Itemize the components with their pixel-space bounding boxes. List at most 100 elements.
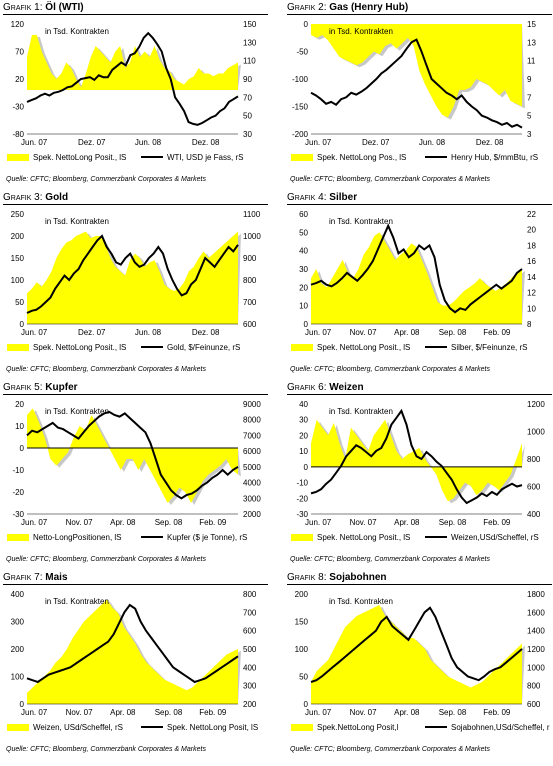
chart-panel: Grafik 8: Sojabohnen 200 150 100 50 0 1800 1600…	[287, 570, 553, 756]
x-tick-label: Sep. 08	[439, 328, 467, 337]
right-tick-label: 50	[243, 112, 252, 121]
right-tick-label: 18	[527, 241, 536, 250]
right-tick-label: 700	[243, 298, 257, 307]
chart-panel: Grafik 7: Mais 400 300 200 100 0 800 700 600 500 4…	[3, 570, 273, 756]
right-tick-label: 9000	[243, 400, 261, 409]
left-tick-label: -10	[12, 466, 24, 475]
legend-label: Kupfer ($ je Tonne), rS	[167, 533, 247, 542]
chart-title-name: Silber	[326, 192, 358, 203]
left-tick-label: 0	[304, 20, 309, 29]
line-series	[26, 234, 239, 314]
line-series	[310, 223, 523, 314]
right-tick-label: 1200	[527, 645, 545, 654]
right-tick-label: 5	[527, 112, 532, 121]
legend-label: Silber, $/Feinunze, rS	[451, 343, 527, 352]
left-tick-label: 50	[299, 228, 308, 237]
right-tick-label: 1200	[527, 400, 545, 409]
chart-annotation: in Tsd. Kontrakten	[329, 27, 393, 36]
x-tick-label: Sep. 08	[155, 708, 183, 717]
chart-title-name: Weizen	[326, 382, 364, 393]
chart-title-prefix: Grafik 4:	[287, 192, 327, 203]
left-tick-label: -100	[292, 75, 309, 84]
left-tick-label: -20	[296, 494, 308, 503]
chart-annotation: in Tsd. Kontrakten	[45, 217, 109, 226]
area-series	[27, 599, 238, 704]
chart-panel: Grafik 2: Gas (Henry Hub) 0 -50 -100 -150 -20…	[287, 0, 553, 186]
x-tick-label: Jun. 07	[305, 518, 332, 527]
legend-area-swatch	[291, 344, 313, 351]
right-tick-label: 300	[243, 682, 257, 691]
right-tick-label: 1000	[243, 232, 261, 241]
chart-title: Grafik 1: Öl (WTI)	[3, 2, 84, 13]
x-tick-label: Jun. 07	[21, 518, 48, 527]
legend-label: Spek. NettoLong Posit, lS	[167, 723, 258, 732]
left-tick-label: 0	[20, 444, 25, 453]
right-tick-label: 400	[243, 663, 257, 672]
source-note: Quelle: CFTC; Bloomberg, Commerzbank Cor…	[6, 746, 206, 753]
right-tick-label: 600	[527, 700, 541, 709]
right-tick-label: 1000	[527, 428, 545, 437]
right-tick-label: 900	[243, 254, 257, 263]
left-tick-label: 60	[299, 210, 308, 219]
chart-annotation: in Tsd. Kontrakten	[45, 27, 109, 36]
right-tick-label: 1000	[527, 663, 545, 672]
chart-title-prefix: Grafik 1:	[3, 2, 43, 13]
x-tick-label: Jun. 08	[419, 138, 446, 147]
x-tick-label: Jun. 07	[21, 138, 48, 147]
left-tick-label: 20	[299, 431, 308, 440]
right-tick-label: 1600	[527, 608, 545, 617]
x-tick-label: Jun. 07	[305, 708, 332, 717]
chart-title: Grafik 6: Weizen	[287, 382, 364, 393]
chart-annotation: in Tsd. Kontrakten	[45, 597, 109, 606]
left-tick-label: 50	[299, 673, 308, 682]
legend-label: Spek. NettoLong Posit., lS	[33, 153, 126, 162]
chart-panel: Grafik 3: Gold 250 200 150 100 50 0 1100 1000 900…	[3, 190, 273, 376]
chart-annotation: in Tsd. Kontrakten	[329, 597, 393, 606]
right-tick-label: 130	[243, 38, 257, 47]
x-tick-label: Apr. 08	[110, 518, 136, 527]
right-tick-label: 800	[527, 455, 541, 464]
left-tick-label: 250	[11, 210, 25, 219]
left-tick-label: 20	[15, 75, 24, 84]
left-tick-label: 200	[11, 645, 25, 654]
legend-label: WTI, USD je Fass, rS	[167, 153, 243, 162]
right-tick-label: 12	[527, 289, 536, 298]
chart-panel: Grafik 6: Weizen 40 30 20 10 0 -10 -20 -30 1200 10…	[287, 380, 553, 566]
chart-title: Grafik 2: Gas (Henry Hub)	[287, 2, 408, 13]
chart-title: Grafik 7: Mais	[3, 572, 68, 583]
right-tick-label: 600	[527, 483, 541, 492]
right-tick-label: 800	[527, 682, 541, 691]
area-series	[27, 35, 238, 90]
x-tick-label: Feb. 09	[483, 518, 511, 527]
left-tick-label: -30	[12, 103, 24, 112]
legend-area-swatch	[7, 154, 29, 161]
right-tick-label: 400	[527, 510, 541, 519]
x-tick-label: Dez. 07	[78, 328, 106, 337]
right-tick-label: 1800	[527, 590, 545, 599]
left-tick-label: -200	[292, 130, 309, 139]
chart-svg: 120 70 20 -30 -80 150 130 110 90 70 50 30 Jun. 07 Dez…	[7, 20, 257, 162]
right-tick-label: 150	[243, 20, 257, 29]
right-tick-label: 200	[243, 700, 257, 709]
left-tick-label: 100	[11, 673, 25, 682]
chart-title-name: Gas (Henry Hub)	[326, 2, 409, 13]
x-tick-label: Feb. 09	[199, 708, 227, 717]
x-tick-label: Apr. 08	[394, 518, 420, 527]
chart-title-prefix: Grafik 2:	[287, 2, 327, 13]
chart-title-name: Sojabohnen	[326, 572, 387, 583]
right-tick-label: 7000	[243, 431, 261, 440]
right-tick-label: 11	[527, 57, 536, 66]
left-tick-label: 10	[299, 447, 308, 456]
legend-area-swatch	[291, 534, 313, 541]
x-tick-label: Jun. 07	[305, 138, 332, 147]
line-series	[310, 408, 523, 505]
chart-annotation: in Tsd. Kontrakten	[329, 407, 393, 416]
right-tick-label: 700	[243, 608, 257, 617]
chart-title-prefix: Grafik 5:	[3, 382, 43, 393]
title-rule	[287, 394, 552, 395]
x-tick-label: Jun. 07	[21, 708, 48, 717]
chart-panel: Grafik 5: Kupfer 20 10 0 -10 -20 -30 9000 8000 70…	[3, 380, 273, 566]
chart-svg: 20 10 0 -10 -20 -30 9000 8000 7000 6000 5000 4000 30…	[7, 400, 261, 542]
left-tick-label: 40	[299, 247, 308, 256]
chart-svg: 400 300 200 100 0 800 700 600 500 400 300 200 Jun. 0…	[7, 590, 258, 732]
